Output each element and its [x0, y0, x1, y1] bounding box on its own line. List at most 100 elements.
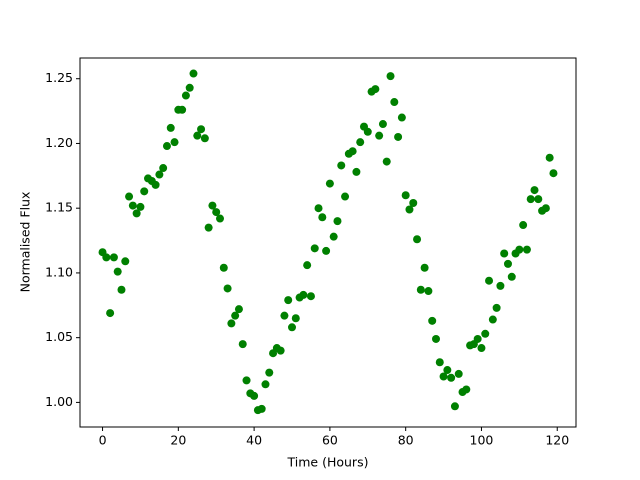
- data-point: [500, 249, 509, 258]
- data-point: [454, 369, 463, 378]
- y-tick-label: 1.05: [45, 329, 73, 344]
- x-tick-label: 20: [170, 433, 186, 448]
- data-point: [102, 253, 111, 262]
- data-point: [197, 125, 206, 134]
- data-point: [549, 169, 558, 178]
- data-point: [526, 195, 535, 204]
- data-point: [325, 179, 334, 188]
- data-point: [121, 257, 130, 266]
- data-point: [397, 113, 406, 122]
- data-point: [189, 69, 198, 78]
- data-point: [234, 305, 243, 314]
- data-point: [242, 376, 251, 385]
- x-tick-label: 0: [99, 433, 107, 448]
- data-point: [291, 314, 300, 323]
- data-point: [492, 303, 501, 312]
- data-point: [306, 292, 315, 301]
- data-point: [386, 72, 395, 81]
- data-point: [219, 263, 228, 272]
- data-point: [409, 199, 418, 208]
- data-point: [151, 180, 160, 189]
- data-point: [503, 259, 512, 268]
- data-point: [333, 217, 342, 226]
- data-point: [341, 192, 350, 201]
- x-tick-label: 120: [545, 433, 569, 448]
- data-point: [159, 164, 168, 173]
- data-point: [200, 134, 209, 143]
- y-tick-label: 1.20: [45, 135, 73, 150]
- plot-frame: [79, 57, 577, 428]
- data-point: [204, 223, 213, 232]
- y-tick-label: 1.25: [45, 70, 73, 85]
- data-point: [515, 245, 524, 254]
- data-point: [507, 272, 516, 281]
- data-point: [375, 131, 384, 140]
- data-point: [265, 368, 274, 377]
- data-point: [382, 157, 391, 166]
- data-point: [428, 316, 437, 325]
- data-point: [541, 204, 550, 213]
- data-point: [162, 142, 171, 151]
- data-point: [106, 309, 115, 318]
- data-point: [485, 276, 494, 285]
- data-point: [450, 402, 459, 411]
- data-point: [329, 232, 338, 241]
- y-tick-label: 1.10: [45, 264, 73, 279]
- y-tick-label: 1.00: [45, 394, 73, 409]
- data-point: [128, 201, 137, 210]
- data-point: [356, 138, 365, 147]
- data-point: [363, 127, 372, 136]
- data-point: [314, 204, 323, 213]
- data-point: [378, 120, 387, 129]
- data-point: [413, 235, 422, 244]
- data-point: [405, 205, 414, 214]
- data-point: [193, 131, 202, 140]
- data-point: [435, 358, 444, 367]
- data-point: [231, 311, 240, 320]
- data-point: [352, 167, 361, 176]
- data-point: [109, 253, 118, 262]
- data-point: [462, 385, 471, 394]
- data-point: [257, 404, 266, 413]
- data-point: [181, 91, 190, 100]
- data-point: [136, 202, 145, 211]
- data-point: [113, 267, 122, 276]
- y-tick-label: 1.15: [45, 200, 73, 215]
- data-point: [420, 263, 429, 272]
- data-point: [117, 285, 126, 294]
- data-point: [488, 315, 497, 324]
- data-point: [310, 244, 319, 253]
- x-axis-label: Time (Hours): [287, 455, 369, 470]
- data-point: [185, 83, 194, 92]
- x-tick-label: 60: [322, 433, 338, 448]
- data-point: [288, 323, 297, 332]
- data-point: [416, 285, 425, 294]
- data-point: [394, 132, 403, 141]
- data-point: [431, 334, 440, 343]
- data-point: [170, 138, 179, 147]
- data-point: [166, 123, 175, 132]
- data-point: [545, 153, 554, 162]
- data-point: [371, 85, 380, 94]
- data-point: [125, 192, 134, 201]
- data-point: [473, 334, 482, 343]
- data-point: [424, 287, 433, 296]
- data-point: [227, 319, 236, 328]
- x-tick-label: 100: [470, 433, 494, 448]
- data-point: [140, 187, 149, 196]
- x-tick-label: 40: [246, 433, 262, 448]
- x-tick-label: 80: [398, 433, 414, 448]
- data-point: [223, 284, 232, 293]
- data-point: [178, 105, 187, 114]
- data-point: [212, 208, 221, 217]
- data-point: [132, 209, 141, 218]
- data-point: [280, 311, 289, 320]
- data-point: [401, 191, 410, 200]
- data-point: [303, 261, 312, 270]
- data-point: [250, 391, 259, 400]
- data-point: [348, 147, 357, 156]
- data-point: [322, 246, 331, 255]
- data-point: [390, 98, 399, 107]
- data-point: [208, 201, 217, 210]
